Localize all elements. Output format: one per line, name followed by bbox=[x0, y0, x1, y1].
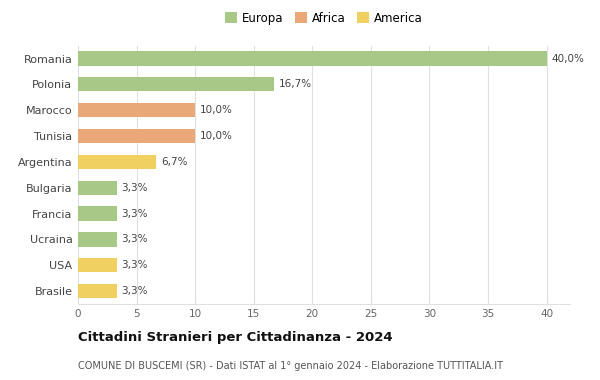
Bar bbox=[78, 258, 116, 272]
Bar bbox=[78, 51, 547, 66]
Text: Cittadini Stranieri per Cittadinanza - 2024: Cittadini Stranieri per Cittadinanza - 2… bbox=[78, 331, 392, 344]
Bar bbox=[78, 103, 195, 117]
Text: 3,3%: 3,3% bbox=[121, 183, 148, 193]
Bar bbox=[78, 155, 157, 169]
Legend: Europa, Africa, America: Europa, Africa, America bbox=[221, 7, 427, 29]
Text: COMUNE DI BUSCEMI (SR) - Dati ISTAT al 1° gennaio 2024 - Elaborazione TUTTITALIA: COMUNE DI BUSCEMI (SR) - Dati ISTAT al 1… bbox=[78, 361, 503, 371]
Bar bbox=[78, 284, 116, 298]
Text: 40,0%: 40,0% bbox=[551, 54, 584, 63]
Bar bbox=[78, 232, 116, 247]
Bar bbox=[78, 206, 116, 221]
Text: 16,7%: 16,7% bbox=[278, 79, 311, 89]
Text: 3,3%: 3,3% bbox=[121, 209, 148, 218]
Text: 3,3%: 3,3% bbox=[121, 286, 148, 296]
Text: 10,0%: 10,0% bbox=[200, 131, 233, 141]
Bar bbox=[78, 180, 116, 195]
Bar bbox=[78, 77, 274, 92]
Text: 6,7%: 6,7% bbox=[161, 157, 188, 167]
Text: 3,3%: 3,3% bbox=[121, 260, 148, 270]
Text: 3,3%: 3,3% bbox=[121, 234, 148, 244]
Text: 10,0%: 10,0% bbox=[200, 105, 233, 115]
Bar bbox=[78, 129, 195, 143]
